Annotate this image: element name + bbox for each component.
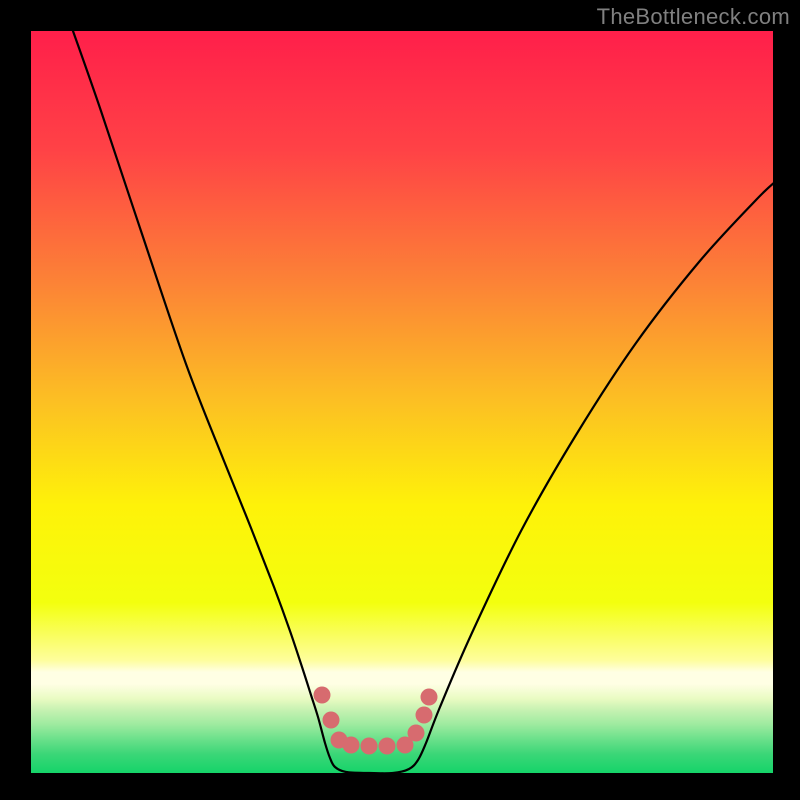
curve-layer xyxy=(31,31,773,773)
bottleneck-curve xyxy=(73,31,773,773)
curve-marker xyxy=(416,707,433,724)
curve-marker xyxy=(361,738,378,755)
curve-markers xyxy=(314,687,438,755)
curve-marker xyxy=(314,687,331,704)
chart-frame: TheBottleneck.com xyxy=(0,0,800,800)
curve-marker xyxy=(343,737,360,754)
curve-marker xyxy=(379,738,396,755)
curve-marker xyxy=(408,725,425,742)
curve-marker xyxy=(421,689,438,706)
watermark-text: TheBottleneck.com xyxy=(597,4,790,30)
plot-area xyxy=(31,31,773,773)
curve-marker xyxy=(323,712,340,729)
